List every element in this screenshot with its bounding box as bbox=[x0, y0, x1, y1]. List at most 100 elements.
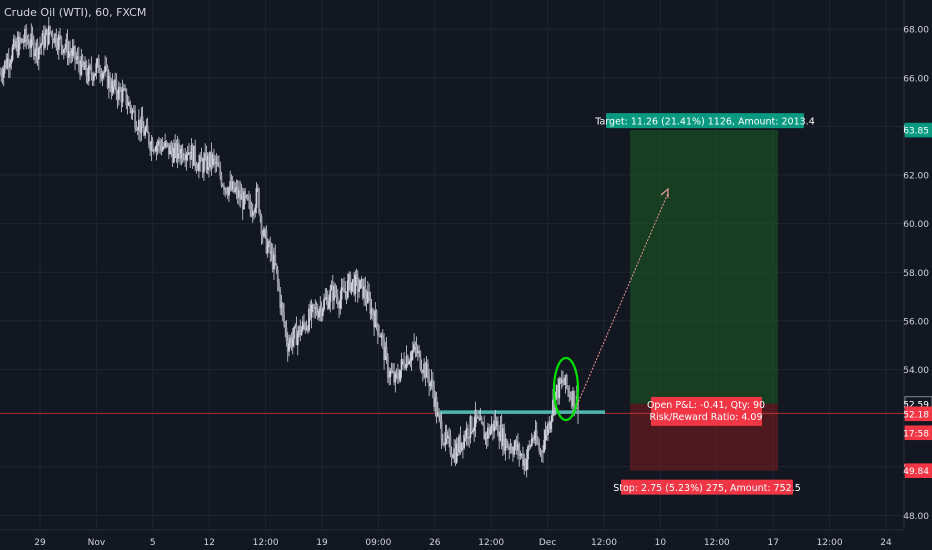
candle-body bbox=[19, 36, 21, 42]
candle-body bbox=[142, 127, 145, 136]
candle-body bbox=[395, 372, 398, 374]
candle-body bbox=[251, 212, 254, 216]
candle-body bbox=[122, 88, 125, 90]
candle-body bbox=[480, 417, 483, 423]
candle-body bbox=[32, 39, 35, 57]
candle-body bbox=[238, 190, 240, 198]
candle-body bbox=[361, 279, 364, 298]
candle-body bbox=[519, 454, 522, 456]
candle-body bbox=[6, 58, 9, 68]
candle-body bbox=[339, 299, 342, 309]
candle-body bbox=[398, 378, 400, 381]
candle-body bbox=[366, 291, 369, 304]
candle-body bbox=[190, 145, 193, 160]
candle-body bbox=[353, 279, 355, 295]
candle-body bbox=[411, 349, 414, 353]
candle-body bbox=[95, 63, 98, 74]
candle-body bbox=[318, 310, 320, 318]
candle-body bbox=[459, 435, 462, 451]
candle-body bbox=[250, 209, 253, 216]
candle-body bbox=[117, 87, 120, 100]
candle-body bbox=[154, 150, 157, 152]
candle-body bbox=[399, 369, 402, 381]
candle-body bbox=[335, 295, 338, 298]
candle-body bbox=[161, 146, 164, 151]
candle-body bbox=[208, 155, 210, 168]
candle-body bbox=[45, 29, 48, 35]
candle-body bbox=[115, 79, 118, 95]
candle-body bbox=[488, 427, 491, 435]
candle-body bbox=[503, 428, 506, 451]
x-tick-label: 5 bbox=[150, 538, 156, 548]
highlight-circle bbox=[552, 356, 580, 422]
x-tick-label: 12 bbox=[203, 538, 214, 548]
candle-body bbox=[532, 437, 534, 440]
candle-body bbox=[146, 125, 149, 134]
candle-body bbox=[96, 58, 99, 64]
price-tag-box bbox=[904, 425, 932, 441]
candle-body bbox=[70, 53, 73, 56]
candle-body bbox=[522, 453, 524, 466]
candle-body bbox=[440, 420, 443, 441]
candle-body bbox=[223, 185, 225, 190]
candle-body bbox=[404, 367, 407, 369]
candle-body bbox=[85, 61, 88, 77]
candle-body bbox=[329, 289, 332, 302]
candle-body bbox=[559, 378, 562, 383]
y-tick-label: 54.00 bbox=[903, 366, 929, 376]
candle-body bbox=[468, 437, 471, 439]
candle-body bbox=[152, 150, 155, 152]
candle-body bbox=[195, 164, 198, 169]
candle-body bbox=[385, 346, 388, 356]
candle-body bbox=[315, 307, 318, 314]
candle-body bbox=[380, 335, 383, 338]
price-tag-box bbox=[904, 463, 932, 478]
candle-body bbox=[91, 74, 94, 81]
candle-body bbox=[413, 343, 416, 350]
candle-body bbox=[105, 65, 108, 67]
candle-body bbox=[284, 322, 287, 328]
candle-body bbox=[4, 60, 6, 69]
y-tick-label: 66.00 bbox=[903, 74, 929, 84]
candle-body bbox=[119, 87, 122, 91]
candle-body bbox=[76, 56, 79, 59]
candle-body bbox=[545, 430, 548, 435]
candle-body bbox=[69, 51, 71, 54]
candle-body bbox=[323, 299, 325, 310]
candle-body bbox=[50, 31, 53, 34]
price-tag-label: 17:58 bbox=[903, 429, 929, 439]
candle-body bbox=[112, 81, 115, 87]
candle-body bbox=[147, 133, 150, 145]
candle-body bbox=[346, 280, 349, 298]
candle-body bbox=[56, 46, 59, 50]
candle-body bbox=[487, 427, 489, 439]
candle-body bbox=[555, 385, 558, 392]
candle-body bbox=[483, 425, 486, 440]
candle-body bbox=[263, 228, 265, 237]
candle-body bbox=[494, 420, 497, 427]
candle-body bbox=[261, 234, 264, 237]
candle-body bbox=[21, 39, 24, 43]
time-axis[interactable]: 29 Nov 5 12 12:00 19 09:00 26 12:00 Dec 12:00 10 12:… bbox=[34, 538, 892, 548]
candle-body bbox=[433, 389, 436, 407]
candle-body bbox=[364, 286, 367, 299]
candle-body bbox=[260, 216, 263, 235]
candle-body bbox=[129, 102, 132, 108]
candle-body bbox=[191, 145, 194, 166]
candle-body bbox=[16, 41, 19, 56]
candle-body bbox=[479, 417, 482, 421]
candle-body bbox=[460, 442, 463, 451]
candle-body bbox=[140, 116, 143, 133]
position-labels: Target: 11.26 (21.41%) 1126, Amount: 201… bbox=[594, 113, 815, 495]
candle-body bbox=[513, 446, 516, 455]
candle-body bbox=[492, 423, 494, 432]
candle-body bbox=[55, 33, 58, 47]
target-label: Target: 11.26 (21.41%) 1126, Amount: 201… bbox=[594, 117, 815, 128]
candle-body bbox=[510, 446, 513, 452]
stop-label: Stop: 2.75 (5.23%) 275, Amount: 752.5 bbox=[613, 483, 801, 494]
price-tag-box bbox=[904, 406, 932, 422]
x-tick-label: 09:00 bbox=[365, 538, 391, 548]
candle-body bbox=[31, 33, 34, 40]
candle-body bbox=[170, 145, 173, 152]
